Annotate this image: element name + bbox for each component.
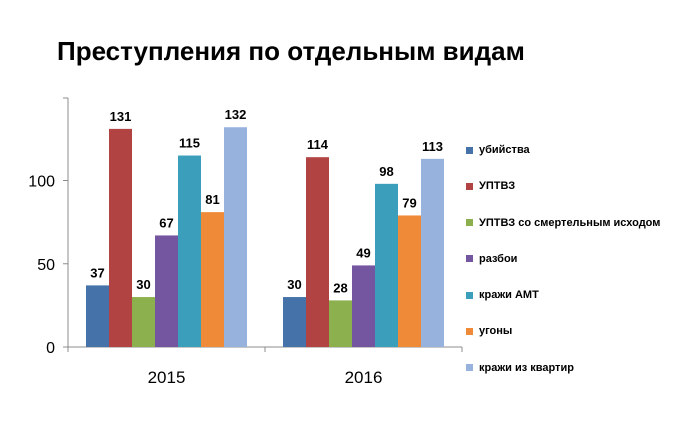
bar	[132, 297, 155, 347]
data-label: 98	[379, 164, 393, 179]
bar	[283, 297, 306, 347]
data-label: 114	[307, 137, 329, 152]
legend-item: УПТВЗ	[466, 178, 660, 194]
data-label: 115	[179, 136, 200, 151]
data-label: 49	[356, 245, 370, 260]
legend-swatch	[466, 291, 473, 299]
chart-legend: убийства УПТВЗ УПТВЗ со смертельным исходо…	[466, 142, 660, 396]
legend-item: УПТВЗ со смертельным исходом	[466, 215, 660, 231]
bar	[398, 215, 421, 347]
data-label: 30	[287, 277, 301, 292]
bar	[178, 155, 201, 347]
bar	[86, 285, 109, 347]
chart-bars	[86, 127, 444, 347]
legend-label: угоны	[479, 325, 513, 338]
legend-swatch	[466, 364, 473, 372]
legend-label: УПТВЗ	[479, 180, 516, 193]
bar	[306, 157, 329, 347]
legend-swatch	[466, 327, 473, 335]
bar	[375, 183, 398, 347]
legend-swatch	[466, 146, 473, 154]
bar	[421, 158, 444, 347]
legend-label: УПТВЗ со смертельным исходом	[479, 216, 661, 229]
legend-label: разбои	[479, 252, 518, 265]
bar	[155, 235, 178, 347]
data-label: 113	[422, 139, 443, 154]
bar	[109, 128, 132, 347]
y-tick-label: 100	[28, 174, 55, 191]
bar	[329, 300, 352, 347]
data-label: 131	[110, 109, 132, 124]
bar	[224, 127, 247, 347]
data-label: 30	[136, 277, 150, 292]
x-tick-label: 2016	[345, 368, 383, 387]
legend-item: кражи из квартир	[466, 360, 660, 376]
data-label: 67	[159, 215, 173, 230]
bar	[352, 265, 375, 347]
legend-label: кражи АМТ	[479, 289, 539, 302]
legend-item: угоны	[466, 323, 660, 339]
legend-item: разбои	[466, 251, 660, 267]
data-label: 81	[205, 192, 219, 207]
x-tick-label: 2015	[148, 368, 186, 387]
y-tick-label: 0	[46, 340, 55, 357]
legend-item: кражи АМТ	[466, 287, 660, 303]
legend-label: кражи из квартир	[479, 361, 574, 374]
chart-title: Преступления по отдельным видам	[57, 36, 525, 66]
legend-swatch	[466, 219, 473, 227]
legend-swatch	[466, 255, 473, 263]
data-label: 28	[333, 280, 347, 295]
chart-axes: 0 50 100 2015 2016	[28, 97, 463, 387]
y-tick-label: 50	[37, 257, 55, 274]
bar	[201, 212, 224, 347]
legend-swatch	[466, 182, 473, 190]
data-label: 37	[90, 265, 104, 280]
data-label: 132	[225, 107, 247, 122]
legend-label: убийства	[479, 144, 530, 156]
data-label: 79	[402, 195, 416, 210]
chart-data-labels: 37 131 30 67 115 81 132 30 114 28 49 98 79 113	[90, 107, 443, 295]
legend-item: убийства	[466, 142, 660, 158]
